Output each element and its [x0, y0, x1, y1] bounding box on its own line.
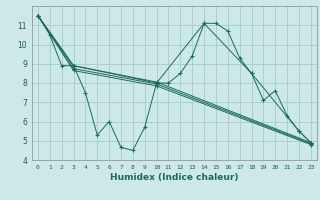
X-axis label: Humidex (Indice chaleur): Humidex (Indice chaleur)	[110, 173, 239, 182]
